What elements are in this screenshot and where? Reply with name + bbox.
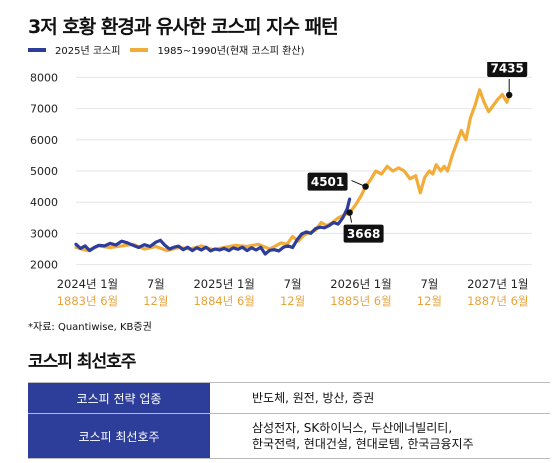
callout-box <box>307 172 348 191</box>
x-tick-label-secondary: 12월 <box>417 294 442 308</box>
series-line-kospi-1985-1990 <box>74 88 511 253</box>
callout-box <box>343 224 384 243</box>
callout-point <box>506 91 513 99</box>
y-tick-label: 7000 <box>30 103 58 116</box>
legend-label-blue: 2025년 코스피 <box>55 46 121 57</box>
legend-label-orange: 1985~1990년(현재 코스피 환산) <box>157 46 305 57</box>
y-gridlines <box>76 76 532 266</box>
picks-table: 코스피 전략 업종 반도체, 원전, 방산, 증권 코스피 최선호주 삼성전자,… <box>28 382 550 459</box>
callout-label: 4501 <box>311 175 344 189</box>
callout-label: 7435 <box>490 62 523 75</box>
table-value-line: 반도체, 원전, 방산, 증권 <box>252 391 375 405</box>
x-tick-label-secondary: 1884년 6월 <box>193 294 254 308</box>
table-value-cell: 삼성전자, SK하이닉스, 두산에너빌리티, 한국전력, 현대건설, 현대로템,… <box>212 414 550 458</box>
x-tick-label: 7월 <box>147 277 165 291</box>
series-line-kospi-2025 <box>74 197 352 256</box>
legend-swatch-orange <box>130 47 149 52</box>
y-tick-label: 5000 <box>30 165 58 178</box>
x-tick-label: 2026년 1월 <box>330 277 391 291</box>
callouts: 4501 3668 7435 <box>307 62 528 243</box>
y-tick-label: 6000 <box>30 134 58 147</box>
table-value-line: 한국전력, 현대건설, 현대로템, 한국금융지주 <box>252 437 474 451</box>
x-tick-label-secondary: 12월 <box>280 294 305 308</box>
x-tick-label: 2027년 1월 <box>467 277 528 291</box>
legend-swatch-blue <box>28 47 46 52</box>
x-tick-label-secondary: 1885년 6월 <box>330 294 391 308</box>
x-axis: 2024년 1월 1883년 6월 7월 12월 2025년 1월 1884년 6월 7월 1… <box>57 277 529 308</box>
y-tick-label: 8000 <box>30 71 58 84</box>
callout-point <box>346 209 353 216</box>
callout-box <box>487 62 528 77</box>
series-lines <box>74 88 511 256</box>
y-tick-label: 3000 <box>30 227 58 240</box>
table-header-cell: 코스피 전략 업종 <box>28 383 212 413</box>
table-header-cell: 코스피 최선호주 <box>28 414 212 458</box>
table-value-line: 삼성전자, SK하이닉스, 두산에너빌리티, <box>252 421 453 435</box>
x-tick-label: 7월 <box>284 277 302 291</box>
x-tick-label-secondary: 1887년 6월 <box>467 294 528 308</box>
callout-point <box>362 183 369 190</box>
x-tick-label: 2025년 1월 <box>193 277 254 291</box>
table-row: 코스피 최선호주 삼성전자, SK하이닉스, 두산에너빌리티, 한국전력, 현대… <box>28 414 550 459</box>
x-tick-label-secondary: 1883년 6월 <box>57 294 118 308</box>
kospi-chart: 2000 3000 4000 5000 6000 7000 8000 2024년 1월 188… <box>30 62 532 308</box>
callout-label: 3668 <box>347 227 380 241</box>
source-note: *자료: Quantiwise, KB증권 <box>28 322 152 333</box>
table-value-cell: 반도체, 원전, 방산, 증권 <box>212 383 550 413</box>
table-row: 코스피 전략 업종 반도체, 원전, 방산, 증권 <box>28 383 550 414</box>
y-tick-label: 4000 <box>30 196 58 209</box>
chart-title: 3저 호황 환경과 유사한 코스피 지수 패턴 <box>28 16 339 38</box>
y-axis: 2000 3000 4000 5000 6000 7000 8000 <box>30 71 58 271</box>
x-tick-label-secondary: 12월 <box>143 294 168 308</box>
legend: 2025년 코스피 1985~1990년(현재 코스피 환산) <box>28 42 304 57</box>
x-tick-label: 2024년 1월 <box>57 277 118 291</box>
section-title: 코스피 최선호주 <box>28 352 136 372</box>
x-tick-label: 7월 <box>420 277 438 291</box>
y-tick-label: 2000 <box>30 259 58 272</box>
